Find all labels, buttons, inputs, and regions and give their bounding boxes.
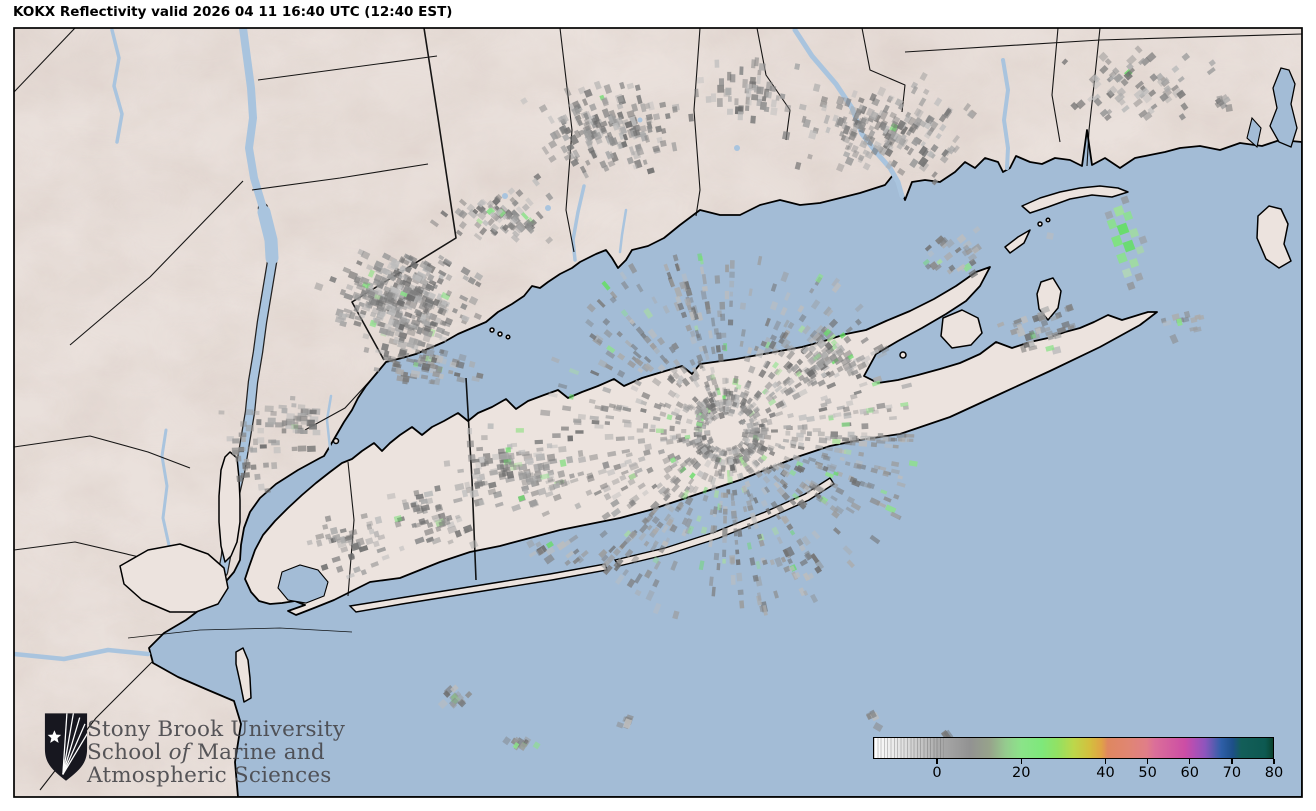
norwalk-island bbox=[489, 327, 495, 333]
colorbar-tick-mark bbox=[1020, 759, 1022, 764]
borders bbox=[14, 28, 1302, 791]
gull-island bbox=[1037, 221, 1043, 227]
colorbar-tick-label: 40 bbox=[1096, 765, 1115, 781]
colorbar-tick-label: 70 bbox=[1222, 765, 1242, 781]
colorbar-tick-label: 80 bbox=[1264, 765, 1284, 781]
colorbar-striation bbox=[874, 738, 944, 758]
colorbar-tick-label: 20 bbox=[1012, 765, 1031, 781]
radar-clutter-echoes bbox=[218, 45, 1233, 752]
colorbar-tick-label: 0 bbox=[932, 765, 942, 781]
colorbar-tick-mark bbox=[1231, 759, 1233, 764]
jamaica-bay bbox=[277, 564, 329, 604]
colorbar-tick-label: 50 bbox=[1138, 765, 1157, 781]
block-island bbox=[1256, 205, 1292, 269]
colorbar-tick-mark bbox=[1146, 759, 1149, 764]
plum-island bbox=[1004, 229, 1031, 254]
lakes bbox=[502, 117, 740, 211]
map-frame bbox=[13, 27, 1303, 798]
brand-line-1: Stony Brook University bbox=[87, 717, 346, 742]
city-island bbox=[332, 437, 340, 445]
ri-bay bbox=[1269, 67, 1298, 148]
gull-island-2 bbox=[1045, 217, 1051, 223]
shield-star-icon bbox=[47, 730, 62, 743]
colorbar-tick-mark bbox=[1104, 759, 1107, 764]
shelter-island bbox=[940, 309, 983, 349]
shield-rays bbox=[62, 713, 88, 775]
sandy-hook bbox=[235, 647, 252, 703]
colorbar-tick-mark bbox=[1189, 759, 1191, 764]
norwalk-island-3 bbox=[505, 334, 511, 340]
figure-title: KOKX Reflectivity valid 2026 04 11 16:40… bbox=[13, 4, 453, 20]
colorbar-tick-label: 60 bbox=[1180, 765, 1199, 781]
staten-island bbox=[119, 543, 229, 613]
precip-echo-plum-gut bbox=[1104, 195, 1148, 291]
colorbar-tick-mark bbox=[1273, 759, 1275, 764]
colorbar-tick-mark bbox=[936, 759, 938, 764]
brand-line-3: Atmospheric Sciences bbox=[87, 763, 332, 788]
fishers-island bbox=[1021, 185, 1129, 214]
robins-island bbox=[899, 351, 907, 359]
norwalk-island-2 bbox=[497, 331, 503, 337]
brand-line-2: School of Marine and bbox=[87, 740, 325, 765]
stony-brook-shield-logo bbox=[44, 713, 88, 781]
ri-inlet bbox=[1246, 116, 1262, 149]
reflectivity-colorbar bbox=[873, 737, 1274, 759]
islands bbox=[119, 185, 1292, 703]
